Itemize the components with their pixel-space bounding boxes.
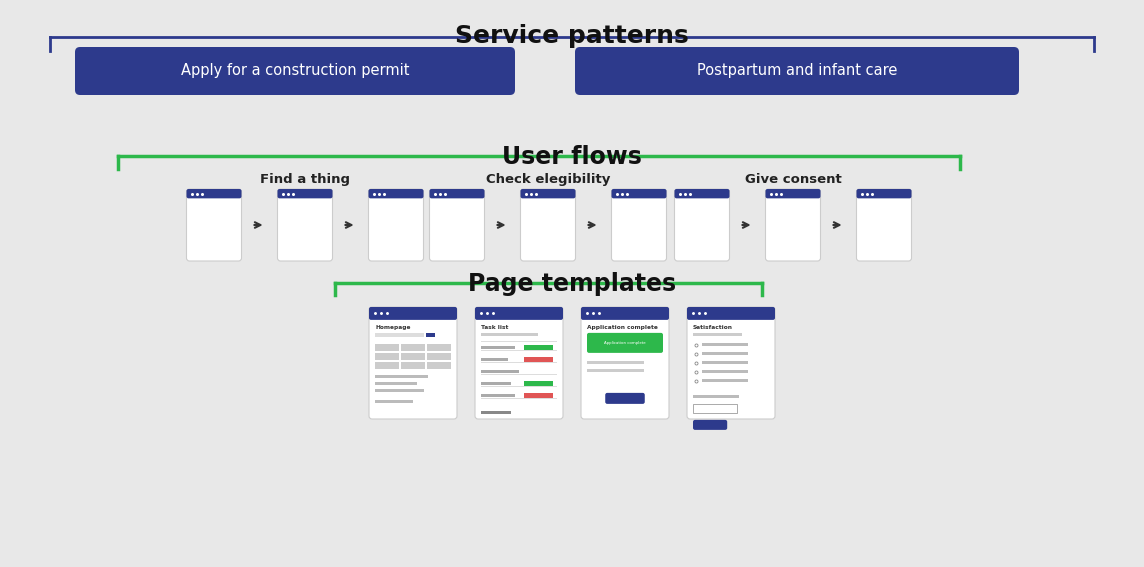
Text: Application complete: Application complete [587,325,658,330]
Text: Find a thing: Find a thing [260,173,350,186]
Bar [702,352,747,355]
FancyBboxPatch shape [675,189,730,261]
Bar [375,333,424,337]
FancyBboxPatch shape [581,307,669,419]
FancyBboxPatch shape [693,420,728,430]
Bar [480,358,508,361]
Bar [693,404,737,413]
Bar [587,369,644,372]
FancyBboxPatch shape [765,189,820,198]
Bar [375,353,399,360]
Bar [427,353,451,360]
Bar [480,333,538,336]
FancyBboxPatch shape [575,47,1019,95]
Text: Satisfaction: Satisfaction [693,325,733,330]
FancyBboxPatch shape [765,189,820,261]
Text: Task list: Task list [480,325,508,330]
Text: Apply for a construction permit: Apply for a construction permit [181,64,410,78]
Bar [480,370,519,373]
Text: Postpartum and infant care: Postpartum and infant care [697,64,897,78]
Bar [524,393,554,398]
FancyBboxPatch shape [688,307,774,320]
FancyBboxPatch shape [521,189,575,261]
Bar [480,382,511,385]
Bar [375,382,416,385]
FancyBboxPatch shape [675,189,730,198]
Bar [524,381,554,386]
FancyBboxPatch shape [857,189,912,198]
FancyBboxPatch shape [186,189,241,198]
FancyBboxPatch shape [605,393,645,404]
FancyBboxPatch shape [370,307,456,419]
Text: Service patterns: Service patterns [455,24,689,48]
FancyBboxPatch shape [76,47,515,95]
Text: Give consent: Give consent [745,173,841,186]
FancyBboxPatch shape [368,189,423,261]
Bar [702,361,747,364]
FancyBboxPatch shape [368,189,423,198]
Bar [427,362,451,369]
Bar [402,344,426,351]
Text: User flows: User flows [502,145,642,169]
FancyBboxPatch shape [278,189,333,198]
Bar [402,362,426,369]
Bar [702,343,747,346]
Bar [524,357,554,362]
FancyBboxPatch shape [278,189,333,261]
FancyBboxPatch shape [587,333,664,353]
Bar [375,400,413,403]
FancyBboxPatch shape [688,307,774,419]
FancyBboxPatch shape [612,189,667,261]
Bar [426,333,435,337]
FancyBboxPatch shape [475,307,563,419]
Bar [375,375,428,378]
Bar [480,394,515,397]
Text: Page templates: Page templates [468,272,676,296]
FancyBboxPatch shape [612,189,667,198]
Bar [402,353,426,360]
Text: Application complete: Application complete [604,341,646,345]
FancyBboxPatch shape [581,307,669,320]
Bar [702,379,747,382]
FancyBboxPatch shape [521,189,575,198]
Bar [524,345,554,350]
Bar [693,333,742,336]
FancyBboxPatch shape [370,307,456,320]
Bar [702,370,747,373]
Text: Homepage: Homepage [375,325,411,330]
FancyBboxPatch shape [475,307,563,320]
Bar [693,395,739,398]
FancyBboxPatch shape [857,189,912,261]
Bar [375,389,424,392]
Bar [587,361,644,364]
Bar [375,362,399,369]
Text: Check elegibility: Check elegibility [486,173,610,186]
FancyBboxPatch shape [429,189,485,198]
FancyBboxPatch shape [186,189,241,261]
Bar [480,411,511,414]
Bar [427,344,451,351]
Bar [480,346,515,349]
Bar [375,344,399,351]
FancyBboxPatch shape [429,189,485,261]
